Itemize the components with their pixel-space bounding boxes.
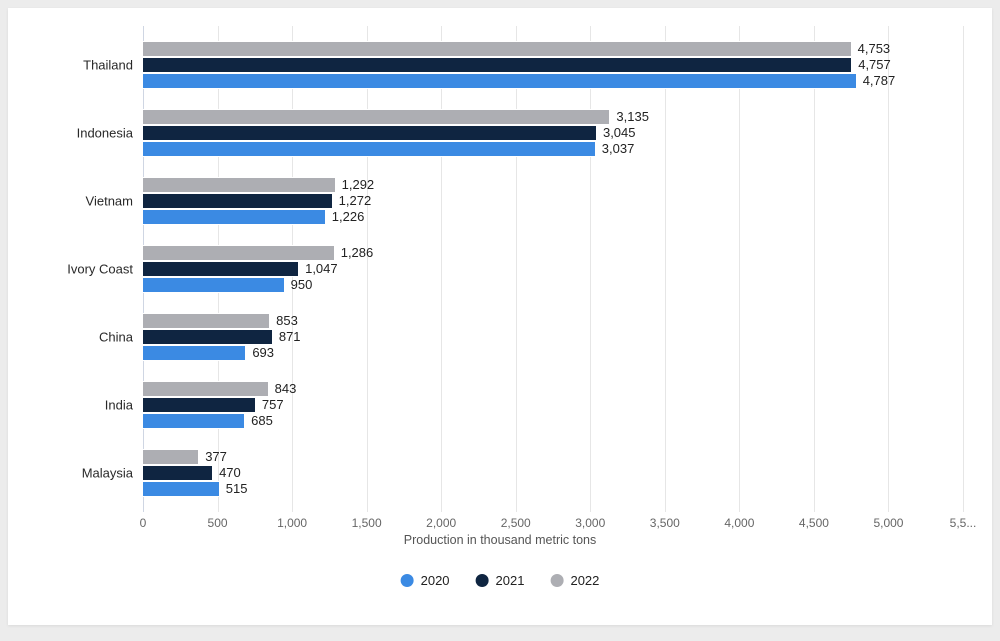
bar-value-label: 4,753: [852, 41, 891, 57]
bar-value-label: 1,286: [335, 245, 374, 261]
x-axis-title: Production in thousand metric tons: [404, 533, 596, 547]
bar[interactable]: [143, 261, 299, 277]
bar[interactable]: [143, 57, 852, 73]
bar-value-label: 4,757: [852, 57, 891, 73]
legend-item[interactable]: 2021: [476, 573, 525, 588]
x-tick-label: 4,000: [724, 516, 754, 530]
x-tick-label: 2,000: [426, 516, 456, 530]
bar-value-label: 757: [256, 397, 284, 413]
category-label: Thailand: [83, 58, 143, 73]
plot-area: 0 500 1,000 1,500 2,000 2,500 3,000 3,500 4,000 4…: [143, 26, 963, 528]
gridline: [888, 26, 889, 512]
bar-value-label: 3,045: [597, 125, 636, 141]
legend: 2020 2021 2022: [401, 573, 600, 588]
bar-value-label: 470: [213, 465, 241, 481]
legend-item[interactable]: 2020: [401, 573, 450, 588]
legend-label: 2022: [570, 573, 599, 588]
category-label: Indonesia: [77, 126, 143, 141]
x-tick-label: 5,000: [873, 516, 903, 530]
chart-card: 0 500 1,000 1,500 2,000 2,500 3,000 3,500 4,000 4…: [8, 8, 992, 625]
bar-value-label: 871: [273, 329, 301, 345]
bar[interactable]: [143, 245, 335, 261]
bar-value-label: 3,037: [596, 141, 635, 157]
bar[interactable]: [143, 41, 852, 57]
x-tick-label: 1,500: [352, 516, 382, 530]
bar-value-label: 515: [220, 481, 248, 497]
bar[interactable]: [143, 125, 597, 141]
gridline: [665, 26, 666, 512]
bar-value-label: 843: [269, 381, 297, 397]
bar[interactable]: [143, 73, 857, 89]
category-label: China: [99, 330, 143, 345]
category-label: Ivory Coast: [67, 262, 143, 277]
gridline: [516, 26, 517, 512]
gridline: [590, 26, 591, 512]
category-label: Vietnam: [86, 194, 143, 209]
bar[interactable]: [143, 397, 256, 413]
bar[interactable]: [143, 381, 269, 397]
bar[interactable]: [143, 481, 220, 497]
bar-value-label: 1,292: [336, 177, 375, 193]
gridline: [367, 26, 368, 512]
legend-swatch: [476, 574, 489, 587]
x-tick-label: 3,000: [575, 516, 605, 530]
bar[interactable]: [143, 277, 285, 293]
bar[interactable]: [143, 177, 336, 193]
chart-area: 0 500 1,000 1,500 2,000 2,500 3,000 3,500 4,000 4…: [8, 8, 992, 625]
bar-value-label: 1,272: [333, 193, 372, 209]
bar[interactable]: [143, 209, 326, 225]
x-tick-label: 0: [140, 516, 147, 530]
bar-value-label: 4,787: [857, 73, 896, 89]
bar[interactable]: [143, 345, 246, 361]
bar[interactable]: [143, 329, 273, 345]
legend-swatch: [550, 574, 563, 587]
legend-label: 2021: [496, 573, 525, 588]
bar-value-label: 853: [270, 313, 298, 329]
x-tick-label: 2,500: [501, 516, 531, 530]
x-tick-label: 5,5...: [950, 516, 977, 530]
gridline: [963, 26, 964, 512]
bar[interactable]: [143, 141, 596, 157]
legend-swatch: [401, 574, 414, 587]
bar[interactable]: [143, 465, 213, 481]
x-tick-label: 500: [208, 516, 228, 530]
bar[interactable]: [143, 413, 245, 429]
bar[interactable]: [143, 313, 270, 329]
bar-value-label: 1,226: [326, 209, 365, 225]
legend-label: 2020: [421, 573, 450, 588]
bar-value-label: 685: [245, 413, 273, 429]
gridline: [441, 26, 442, 512]
x-tick-label: 1,000: [277, 516, 307, 530]
bar[interactable]: [143, 449, 199, 465]
category-label: Malaysia: [82, 466, 143, 481]
bar-value-label: 693: [246, 345, 274, 361]
bar[interactable]: [143, 109, 610, 125]
x-tick-label: 4,500: [799, 516, 829, 530]
category-label: India: [105, 398, 143, 413]
bar-value-label: 377: [199, 449, 227, 465]
gridline: [814, 26, 815, 512]
legend-item[interactable]: 2022: [550, 573, 599, 588]
bar[interactable]: [143, 193, 333, 209]
bar-value-label: 950: [285, 277, 313, 293]
gridline: [739, 26, 740, 512]
x-tick-label: 3,500: [650, 516, 680, 530]
bar-value-label: 3,135: [610, 109, 649, 125]
bar-value-label: 1,047: [299, 261, 338, 277]
